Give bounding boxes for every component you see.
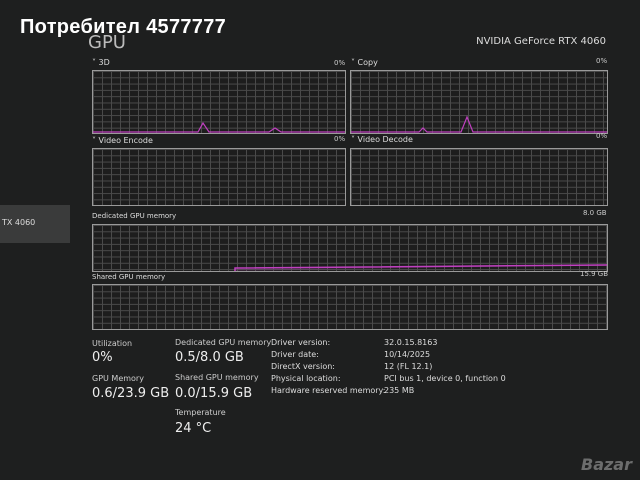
graph-3d-label[interactable]: ˅ 3D	[92, 58, 110, 67]
graph-dedicated-memory-label: Dedicated GPU memory	[92, 212, 177, 220]
overlay-user-title: Потребител 4577777	[20, 16, 227, 38]
chevron-down-icon: ˅	[351, 58, 358, 67]
shared-memory-label: Shared GPU memory	[175, 373, 259, 382]
chevron-down-icon: ˅	[92, 136, 99, 145]
graph-dedicated-memory-line	[234, 264, 608, 271]
graph-video-decode	[350, 148, 608, 206]
shared-memory-value: 0.0/15.9 GB	[175, 386, 253, 401]
dedicated-memory-value: 0.5/8.0 GB	[175, 350, 244, 365]
gpu-memory-value: 0.6/23.9 GB	[92, 386, 170, 401]
sidebar-item-gpu[interactable]: TX 4060	[0, 205, 70, 243]
driver-info-keys: Driver version: Driver date: DirectX ver…	[271, 337, 385, 397]
utilization-value: 0%	[92, 350, 113, 365]
info-key: DirectX version:	[271, 362, 335, 371]
page-title: GPU	[88, 32, 126, 53]
info-key: Driver date:	[271, 350, 319, 359]
graph-copy-percent: 0%	[596, 57, 608, 65]
info-value: 235 MB	[384, 386, 415, 395]
info-value: 12 (FL 12.1)	[384, 362, 433, 371]
graph-3d-percent: 0%	[334, 59, 346, 67]
info-value: PCI bus 1, device 0, function 0	[384, 374, 506, 383]
driver-info-values: 32.0.15.8163 10/14/2025 12 (FL 12.1) PCI…	[384, 337, 506, 397]
info-value: 10/14/2025	[384, 350, 431, 359]
graph-shared-memory-label: Shared GPU memory	[92, 273, 166, 281]
graph-video-decode-percent: 0%	[596, 132, 608, 140]
graph-copy-line	[351, 115, 607, 133]
info-value: 32.0.15.8163	[384, 338, 438, 347]
graph-3d	[92, 70, 346, 134]
dedicated-memory-label: Dedicated GPU memory	[175, 338, 272, 347]
temperature-label: Temperature	[175, 408, 226, 417]
chevron-down-icon: ˅	[351, 135, 358, 144]
graph-video-encode	[92, 148, 346, 206]
gpu-memory-label: GPU Memory	[92, 374, 144, 383]
graph-3d-line	[93, 121, 345, 133]
graph-dedicated-memory-max: 8.0 GB	[583, 209, 607, 217]
chevron-down-icon: ˅	[92, 58, 99, 67]
graph-copy-label[interactable]: ˅ Copy	[351, 58, 378, 67]
graph-shared-memory	[92, 284, 608, 330]
sidebar-item-label: TX 4060	[2, 218, 36, 227]
info-key: Physical location:	[271, 374, 341, 383]
device-name: NVIDIA GeForce RTX 4060	[476, 36, 606, 47]
graph-dedicated-memory	[92, 224, 608, 272]
graph-video-encode-label[interactable]: ˅ Video Encode	[92, 136, 153, 145]
graph-shared-memory-max: 15.9 GB	[580, 270, 609, 278]
watermark-logo: Bazar	[581, 455, 632, 474]
graph-video-encode-percent: 0%	[334, 135, 346, 143]
graph-video-decode-label[interactable]: ˅ Video Decode	[351, 135, 413, 144]
utilization-label: Utilization	[92, 339, 133, 348]
info-key: Hardware reserved memory:	[271, 386, 386, 395]
info-key: Driver version:	[271, 338, 331, 347]
graph-copy	[350, 70, 608, 134]
temperature-value: 24 °C	[175, 421, 212, 436]
